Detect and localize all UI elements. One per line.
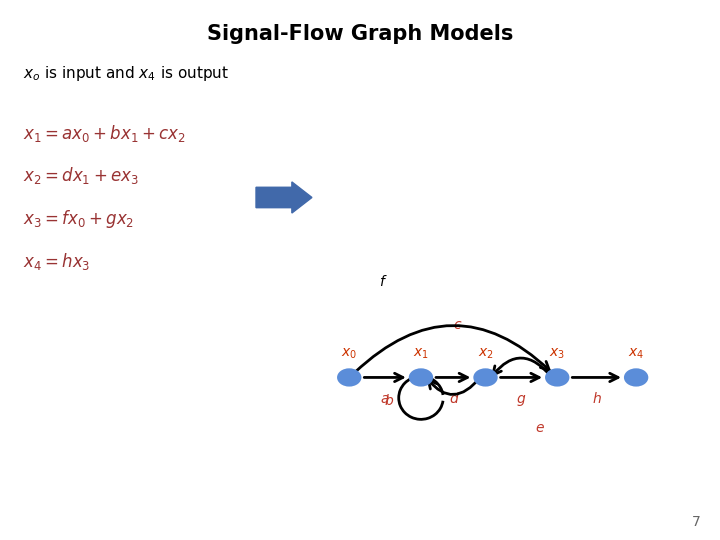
Text: g: g bbox=[517, 392, 526, 406]
FancyArrow shape bbox=[256, 182, 312, 213]
Text: b: b bbox=[384, 394, 393, 408]
Text: $x_3$: $x_3$ bbox=[549, 347, 565, 361]
Text: a: a bbox=[381, 392, 390, 406]
Circle shape bbox=[337, 368, 361, 387]
Text: $x_3 = fx_0 + gx_2$: $x_3 = fx_0 + gx_2$ bbox=[23, 208, 134, 230]
Text: $x_1$: $x_1$ bbox=[413, 347, 429, 361]
Text: $x_4$: $x_4$ bbox=[628, 347, 644, 361]
Text: Signal-Flow Graph Models: Signal-Flow Graph Models bbox=[207, 24, 513, 44]
Text: f: f bbox=[379, 275, 384, 289]
Text: c: c bbox=[453, 318, 461, 332]
Text: $x_2$: $x_2$ bbox=[477, 347, 493, 361]
Circle shape bbox=[624, 368, 648, 387]
Text: $x_2 = dx_1 + ex_3$: $x_2 = dx_1 + ex_3$ bbox=[23, 165, 139, 186]
Text: e: e bbox=[535, 422, 544, 435]
Circle shape bbox=[545, 368, 570, 387]
Text: $x_1 = ax_0 + bx_1 + cx_2$: $x_1 = ax_0 + bx_1 + cx_2$ bbox=[23, 123, 186, 144]
Text: $\it{x_o}$ is input and $\it{x_4}$ is output: $\it{x_o}$ is input and $\it{x_4}$ is ou… bbox=[23, 64, 229, 83]
Circle shape bbox=[409, 368, 433, 387]
Circle shape bbox=[473, 368, 498, 387]
Text: h: h bbox=[593, 392, 601, 406]
Text: 7: 7 bbox=[692, 515, 701, 529]
Text: $x_0$: $x_0$ bbox=[341, 347, 357, 361]
Text: d: d bbox=[449, 392, 458, 406]
Text: $x_4 = hx_3$: $x_4 = hx_3$ bbox=[23, 252, 90, 273]
